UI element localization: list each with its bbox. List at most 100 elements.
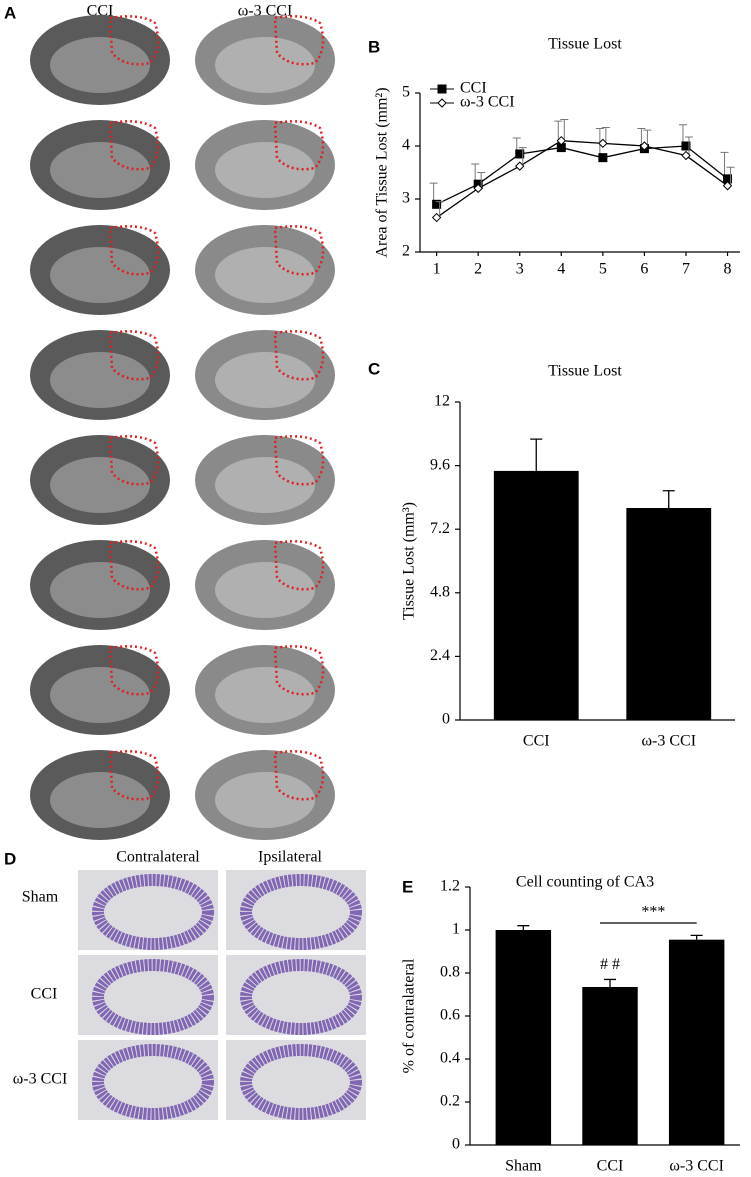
panel-letter: B: [368, 37, 380, 56]
error-bar: [435, 201, 444, 218]
bar: [626, 508, 712, 720]
y-axis-label: Tissue Lost (mm³): [401, 502, 418, 620]
y-tick-label: 0: [442, 711, 450, 728]
error-bar: [684, 136, 693, 156]
bar: [582, 986, 638, 1145]
cell-layer: [92, 1044, 214, 1120]
point: [515, 149, 525, 159]
cell-layer: [240, 1044, 362, 1120]
lesion-outline: [273, 645, 325, 696]
brain-section: [30, 750, 170, 840]
x-tick-label: CCI: [597, 1158, 624, 1175]
cell-layer: [240, 959, 362, 1035]
bar: [495, 930, 552, 1145]
panel-letter: E: [402, 877, 413, 896]
brain-section: [195, 540, 335, 630]
error-bar: [604, 978, 616, 987]
column-label: Ipsilateral: [258, 849, 323, 866]
section-inner: [50, 352, 150, 408]
point: [681, 150, 691, 161]
lesion-outline: [273, 225, 325, 276]
point: [598, 138, 608, 149]
histology-image: [226, 870, 366, 950]
x-tick-label: 5: [599, 261, 607, 278]
x-tick-label: 3: [516, 261, 524, 278]
section-inner: [50, 772, 150, 828]
point: [432, 199, 442, 209]
brain-section: [30, 225, 170, 315]
lesion-outline: [108, 750, 160, 801]
annotation: # #: [600, 956, 620, 973]
lesion-outline: [273, 435, 325, 486]
error-bar: [690, 934, 703, 940]
brain-section: [30, 120, 170, 210]
lesion-outline: [273, 540, 325, 591]
section-inner: [215, 667, 315, 723]
series-line: [436, 140, 728, 219]
lesion-outline: [108, 645, 160, 696]
legend-marker: [437, 84, 447, 94]
annotation: ***: [641, 904, 665, 921]
x-tick-label: 1: [433, 261, 441, 278]
error-bar: [643, 129, 652, 146]
section-inner: [50, 142, 150, 198]
y-tick-label: 4.8: [430, 583, 450, 600]
y-tick-label: 5: [402, 84, 410, 101]
cell-layer: [240, 874, 362, 950]
x-tick-label: CCI: [523, 733, 550, 750]
brain-section: [195, 15, 335, 105]
section-inner: [215, 247, 315, 303]
lesion-outline: [108, 330, 160, 381]
error-bar: [662, 490, 675, 508]
chart-title: Tissue Lost: [548, 363, 622, 380]
legend-marker: [437, 98, 447, 108]
lesion-outline: [108, 540, 160, 591]
x-tick-label: 2: [474, 261, 482, 278]
y-tick-label: 0: [452, 1136, 460, 1153]
y-tick-label: 3: [402, 190, 410, 207]
y-axis-label: Area of Tissue Lost (mm²): [374, 87, 391, 257]
error-bar: [517, 925, 530, 930]
point: [431, 212, 442, 223]
y-tick-label: 4: [402, 137, 410, 154]
point: [473, 183, 483, 194]
lesion-outline: [273, 750, 325, 801]
histology-image: [78, 870, 218, 950]
brain-section: [195, 120, 335, 210]
histology-image: [226, 955, 366, 1035]
x-tick-label: 6: [640, 261, 648, 278]
brain-section: [195, 435, 335, 525]
panel-letter: A: [4, 3, 16, 22]
y-tick-label: 7.2: [430, 520, 450, 537]
y-tick-label: 1.2: [440, 878, 460, 895]
y-tick-label: 12: [434, 393, 450, 410]
column-label: Contralateral: [116, 849, 200, 866]
y-tick-label: 0.6: [440, 1007, 460, 1024]
y-tick-label: 0.2: [440, 1093, 460, 1110]
legend-label: CCI: [460, 80, 487, 97]
panel-letter: D: [4, 849, 16, 868]
cell-layer: [92, 959, 214, 1035]
y-tick-label: 9.6: [430, 456, 450, 473]
brain-section: [195, 750, 335, 840]
section-inner: [215, 37, 315, 93]
y-tick-label: 2.4: [430, 647, 450, 664]
point: [681, 141, 691, 151]
error-bar: [726, 166, 735, 186]
brain-section: [195, 225, 335, 315]
point: [722, 181, 733, 191]
section-inner: [50, 247, 150, 303]
point: [556, 135, 567, 146]
lesion-outline: [108, 15, 160, 66]
section-inner: [215, 772, 315, 828]
x-tick-label: ω-3 CCI: [669, 1158, 724, 1175]
brain-section: [30, 540, 170, 630]
error-bar: [560, 119, 569, 141]
y-tick-label: 2: [402, 243, 410, 260]
y-tick-label: 1: [452, 921, 460, 938]
section-inner: [215, 562, 315, 618]
lesion-outline: [273, 15, 325, 66]
legend-label: ω-3 CCI: [460, 94, 515, 111]
